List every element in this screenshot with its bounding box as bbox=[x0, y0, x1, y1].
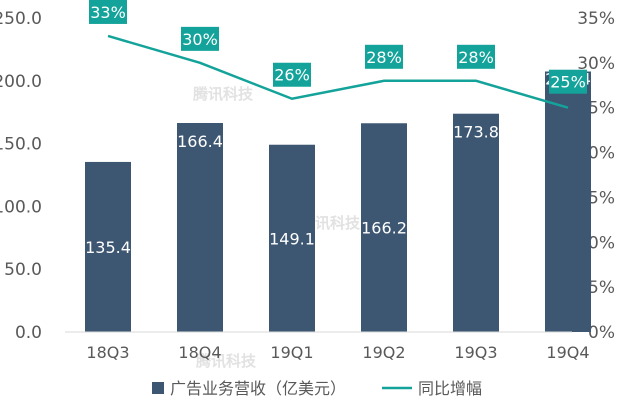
growth-label: 28% bbox=[458, 48, 494, 67]
bar-19Q3 bbox=[453, 113, 499, 332]
legend-line-label: 同比增幅 bbox=[418, 379, 482, 398]
y-left-tick-label: 0.0 bbox=[15, 323, 42, 343]
growth-label-box bbox=[365, 44, 403, 69]
bar-19Q1 bbox=[269, 144, 315, 332]
growth-label-box bbox=[89, 0, 127, 24]
bar-value-label: 166.4 bbox=[177, 132, 223, 151]
watermark-0: 腾讯科技 bbox=[192, 85, 254, 103]
legend-bar-label: 广告业务营收（亿美元） bbox=[170, 379, 346, 398]
bar-19Q2 bbox=[361, 123, 407, 332]
growth-label: 26% bbox=[274, 66, 310, 85]
growth-label: 28% bbox=[366, 48, 402, 67]
bar-value-label: 173.8 bbox=[453, 123, 499, 142]
y-right-tick-label: 30% bbox=[577, 54, 615, 74]
growth-line bbox=[107, 34, 569, 109]
growth-label: 25% bbox=[550, 73, 586, 92]
y-right-tick-label: 5% bbox=[588, 278, 615, 298]
x-tick-label: 19Q3 bbox=[454, 343, 497, 362]
growth-label-box bbox=[457, 44, 495, 69]
x-tick-label: 18Q3 bbox=[86, 343, 129, 362]
y-left-tick-label: 50.0 bbox=[4, 260, 42, 280]
bar-18Q4 bbox=[177, 123, 223, 332]
bar-value-label: 149.1 bbox=[269, 229, 315, 248]
y-left-tick-label: 150.0 bbox=[0, 135, 42, 155]
legend-bar-swatch bbox=[152, 382, 164, 394]
growth-label: 30% bbox=[182, 30, 218, 49]
growth-label-box bbox=[181, 26, 219, 51]
y-left-tick-label: 200.0 bbox=[0, 72, 42, 92]
x-tick-label: 19Q1 bbox=[270, 343, 313, 362]
bar-value-label: 135.4 bbox=[85, 238, 131, 257]
bar-19Q4 bbox=[545, 71, 591, 332]
y-left-tick-label: 250.0 bbox=[0, 9, 42, 29]
bar-value-label: 166.2 bbox=[361, 219, 407, 238]
y-right-tick-label: 35% bbox=[577, 9, 615, 29]
x-tick-label: 19Q4 bbox=[546, 343, 589, 362]
x-tick-label: 19Q2 bbox=[362, 343, 405, 362]
growth-label: 33% bbox=[90, 3, 126, 22]
watermark-2: 腾讯科技 bbox=[195, 352, 257, 370]
bar-18Q3 bbox=[85, 161, 131, 332]
y-right-tick-label: 0% bbox=[588, 323, 615, 343]
y-left-tick-label: 100.0 bbox=[0, 197, 42, 217]
growth-label-box bbox=[549, 69, 587, 94]
growth-label-box bbox=[273, 62, 311, 87]
x-tick-label: 18Q4 bbox=[178, 343, 221, 362]
